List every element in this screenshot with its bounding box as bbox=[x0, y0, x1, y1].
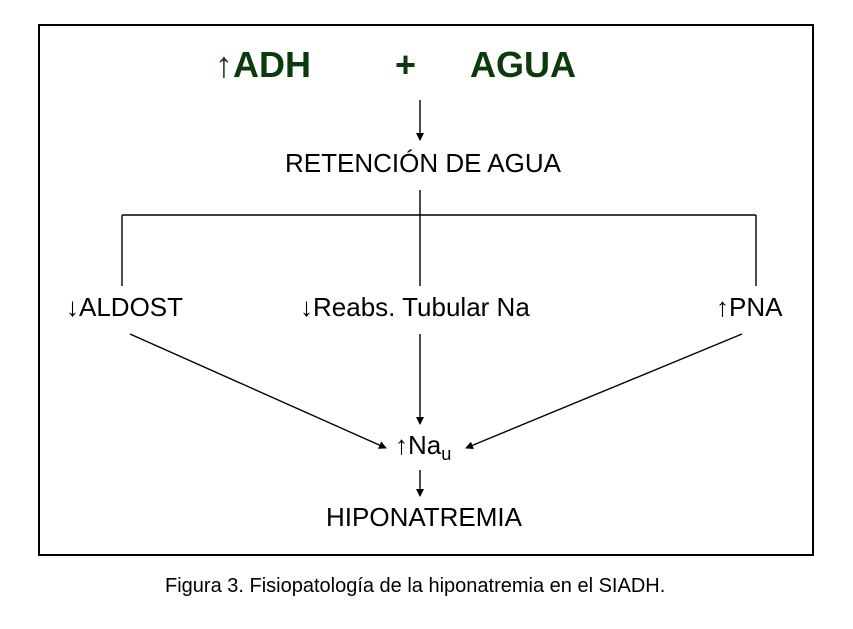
title-agua: AGUA bbox=[470, 44, 576, 86]
up-arrow-icon: ↑ bbox=[215, 44, 233, 85]
reabs-text: Reabs. Tubular Na bbox=[313, 292, 530, 322]
node-pna: ↑PNA bbox=[716, 292, 782, 323]
aldost-text: ALDOST bbox=[79, 292, 183, 322]
nau-main: Na bbox=[408, 430, 441, 460]
node-aldost: ↓ALDOST bbox=[66, 292, 183, 323]
node-hipo: HIPONATREMIA bbox=[326, 502, 522, 533]
down-arrow-icon: ↓ bbox=[66, 292, 79, 322]
down-arrow-icon: ↓ bbox=[300, 292, 313, 322]
node-nau: ↑Nau bbox=[395, 430, 451, 465]
adh-text: ADH bbox=[233, 44, 311, 85]
figure-caption: Figura 3. Fisiopatología de la hiponatre… bbox=[165, 575, 665, 598]
node-reabs: ↓Reabs. Tubular Na bbox=[300, 292, 530, 323]
node-retencion: RETENCIÓN DE AGUA bbox=[285, 148, 561, 179]
page: ↑ADH + AGUA RETENCIÓN DE AGUA ↓ALDOST ↓R… bbox=[0, 0, 853, 629]
title-adh: ↑ADH bbox=[215, 44, 311, 86]
up-arrow-icon: ↑ bbox=[716, 292, 729, 322]
pna-text: PNA bbox=[729, 292, 782, 322]
title-plus: + bbox=[395, 44, 416, 86]
nau-sub: u bbox=[441, 444, 451, 464]
up-arrow-icon: ↑ bbox=[395, 430, 408, 460]
